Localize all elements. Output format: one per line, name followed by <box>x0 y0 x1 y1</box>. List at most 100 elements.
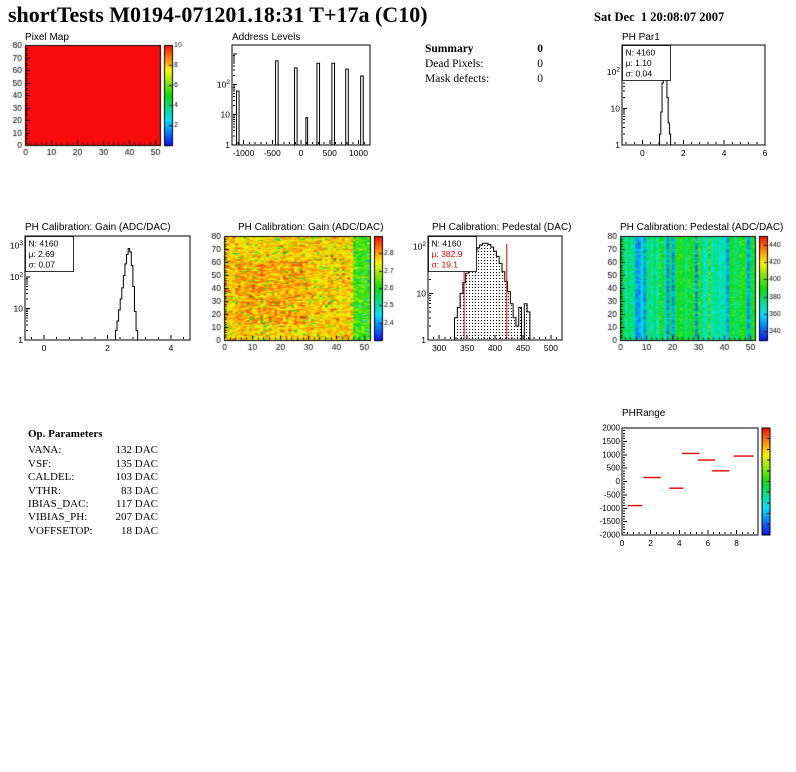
pedestal-2d-plot <box>595 220 796 368</box>
summary-row-label: Mask defects: <box>425 73 490 85</box>
op-param-row-vibias-ph: VIBIAS_PH: 207 DAC <box>28 511 158 524</box>
svg-text:0: 0 <box>616 477 621 486</box>
svg-text:300: 300 <box>432 343 446 353</box>
ph-range-chart: PHRange 2000 1500 1000 500 0 -500 -1000 -1500 -2… <box>595 406 796 558</box>
chart-title-pedestal-1d: PH Calibration: Pedestal (DAC) <box>432 222 572 233</box>
ph-par1-chart: PH Par1 1 10 102 0 2 4 6 N: 4160 μ: 1.10 σ: 0.04 <box>595 30 796 172</box>
svg-text:μ: 382.9: μ: 382.9 <box>432 249 463 259</box>
svg-text:N: 4160: N: 4160 <box>29 239 59 249</box>
op-param-row-voffsetop: VOFFSETOP: 18 DAC <box>28 525 158 538</box>
chart-title-address-levels: Address Levels <box>232 32 301 43</box>
summary-header-row: Summary 0 <box>425 42 543 57</box>
summary-total-value: 0 <box>537 43 543 55</box>
summary-block: Summary 0 Dead Pixels: 0 Mask defects: 0 <box>425 42 543 87</box>
op-param-row-vsf: VSF: 135 DAC <box>28 458 158 471</box>
gain-histogram-chart: PH Calibration: Gain (ADC/DAC) 1 10 102 103… <box>0 220 212 368</box>
timestamp: Sat Dec 1 20:08:07 2007 <box>594 10 725 24</box>
summary-row-mask-defects: Mask defects: 0 <box>425 72 543 87</box>
address-levels-chart: Address Levels 1 10 102 -1000 -500 0 500 1000 <box>200 30 400 172</box>
svg-text:1000: 1000 <box>349 148 368 158</box>
op-param-name: VOFFSETOP: <box>28 524 93 537</box>
op-param-value: 207 DAC <box>115 511 158 524</box>
svg-text:102: 102 <box>607 67 620 78</box>
svg-text:-1000: -1000 <box>600 504 621 513</box>
svg-text:1: 1 <box>615 140 620 150</box>
svg-text:10: 10 <box>417 288 427 298</box>
svg-text:500: 500 <box>607 464 621 473</box>
svg-text:6: 6 <box>706 538 711 548</box>
chart-title-pixel-map: Pixel Map <box>25 32 69 43</box>
chart-title-gain-1d: PH Calibration: Gain (ADC/DAC) <box>25 222 171 233</box>
svg-text:σ: 0.04: σ: 0.04 <box>626 69 653 79</box>
svg-text:μ: 2.69: μ: 2.69 <box>29 249 55 259</box>
svg-text:0: 0 <box>620 538 625 548</box>
pixel-map-chart: Pixel Map <box>0 30 200 172</box>
svg-text:1: 1 <box>18 335 23 345</box>
svg-text:N: 4160: N: 4160 <box>626 48 656 58</box>
svg-text:σ: 19.1: σ: 19.1 <box>432 260 459 270</box>
chart-title-pedestal-2d: PH Calibration: Pedestal (ADC/DAC) <box>620 222 784 233</box>
svg-text:4: 4 <box>677 538 682 548</box>
svg-text:2000: 2000 <box>602 424 620 433</box>
svg-text:102: 102 <box>10 271 23 282</box>
summary-row-label: Dead Pixels: <box>425 58 484 70</box>
op-param-value: 18 DAC <box>121 524 158 537</box>
svg-text:8: 8 <box>734 538 739 548</box>
svg-text:1: 1 <box>225 140 230 150</box>
gain-2d-plot <box>210 220 398 368</box>
svg-text:10: 10 <box>611 104 621 114</box>
svg-text:0: 0 <box>299 148 304 158</box>
svg-text:4: 4 <box>169 343 174 353</box>
svg-text:2: 2 <box>681 148 686 158</box>
op-param-name: CALDEL: <box>28 471 75 484</box>
op-param-name: VANA: <box>28 444 62 457</box>
svg-text:μ: 1.10: μ: 1.10 <box>626 58 652 68</box>
svg-text:1500: 1500 <box>602 437 620 446</box>
gain-map-chart: PH Calibration: Gain (ADC/DAC) <box>210 220 398 368</box>
svg-text:10: 10 <box>14 303 24 313</box>
svg-text:4: 4 <box>722 148 727 158</box>
op-param-value: 83 DAC <box>121 484 158 497</box>
svg-text:400: 400 <box>488 343 502 353</box>
svg-text:2: 2 <box>648 538 653 548</box>
summary-row-value: 0 <box>537 73 543 85</box>
svg-text:1: 1 <box>421 335 426 345</box>
svg-text:-1000: -1000 <box>233 148 255 158</box>
svg-text:σ: 0.07: σ: 0.07 <box>29 260 56 270</box>
svg-text:450: 450 <box>516 343 530 353</box>
chart-title-gain-2d: PH Calibration: Gain (ADC/DAC) <box>238 222 384 233</box>
op-parameters-block: Op. Parameters VANA: 132 DAC VSF: 135 DA… <box>28 428 158 538</box>
svg-text:500: 500 <box>544 343 558 353</box>
op-param-row-caldel: CALDEL: 103 DAC <box>28 471 158 484</box>
summary-title: Summary <box>425 43 474 55</box>
svg-text:0: 0 <box>42 343 47 353</box>
page-title: shortTests M0194-071201.18:31 T+17a (C10… <box>8 2 428 27</box>
op-param-name: VSF: <box>28 457 52 470</box>
summary-row-value: 0 <box>537 58 543 70</box>
op-param-value: 135 DAC <box>115 457 158 470</box>
op-param-name: IBIAS_DAC: <box>28 498 89 511</box>
op-param-value: 117 DAC <box>115 498 158 511</box>
svg-text:350: 350 <box>460 343 474 353</box>
op-parameters-header: Op. Parameters <box>28 428 158 441</box>
pedestal-map-chart: PH Calibration: Pedestal (ADC/DAC) <box>595 220 796 368</box>
op-param-name: VIBIAS_PH: <box>28 511 88 524</box>
svg-text:2: 2 <box>105 343 110 353</box>
op-parameters-title: Op. Parameters <box>28 428 103 440</box>
chart-title-ph-range: PHRange <box>622 408 666 419</box>
svg-text:103: 103 <box>10 240 23 251</box>
address-levels-plot: 1 10 102 -1000 -500 0 500 1000 <box>217 44 371 158</box>
pixel-map-plot <box>0 30 200 172</box>
svg-text:-500: -500 <box>604 490 621 499</box>
svg-text:-500: -500 <box>264 148 281 158</box>
svg-text:0: 0 <box>640 148 645 158</box>
svg-text:10: 10 <box>221 110 231 120</box>
svg-text:-2000: -2000 <box>600 531 621 540</box>
chart-title-ph-par1: PH Par1 <box>622 32 660 43</box>
svg-text:500: 500 <box>323 148 337 158</box>
op-param-value: 132 DAC <box>115 444 158 457</box>
